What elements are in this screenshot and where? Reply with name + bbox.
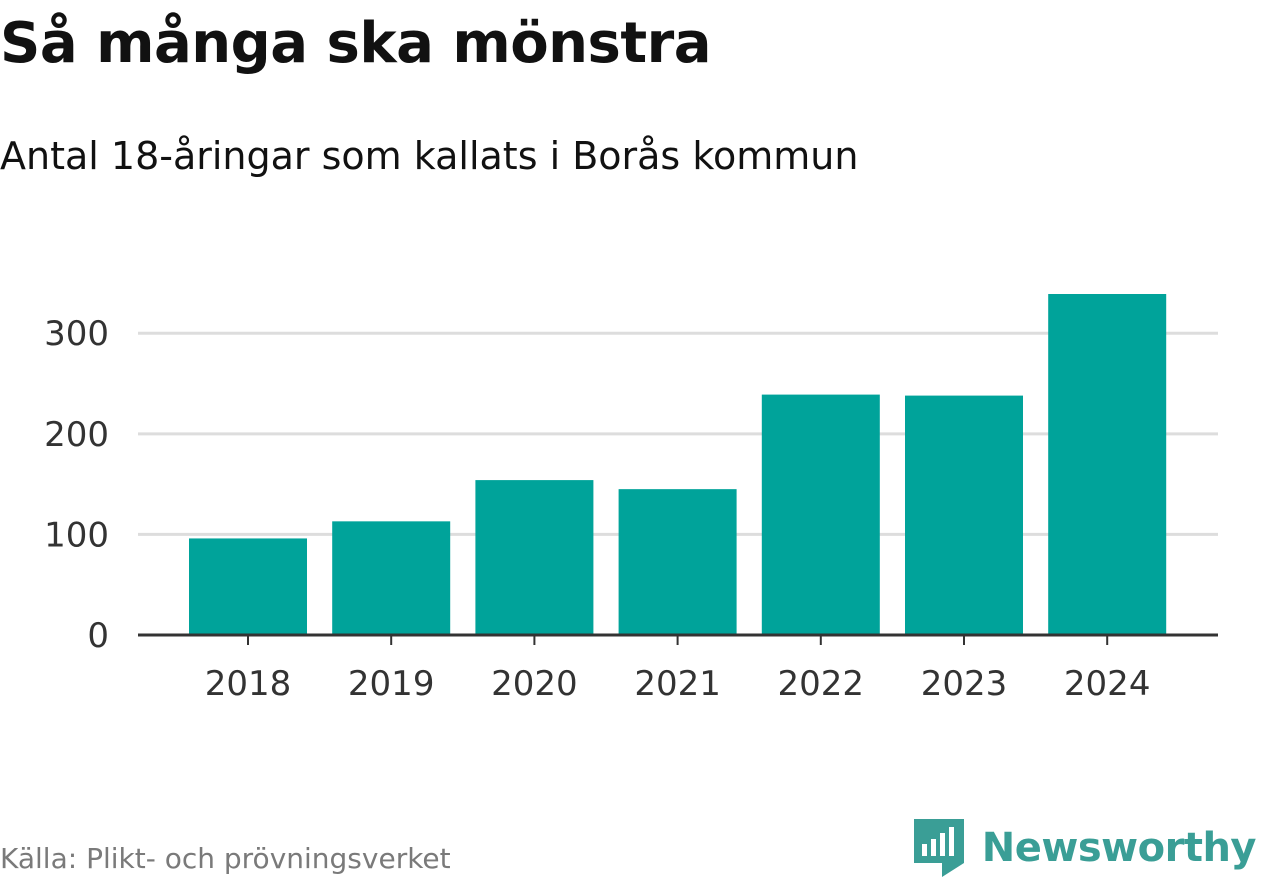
newsworthy-logo-icon (913, 819, 964, 877)
chart-subtitle: Antal 18-åringar som kallats i Borås kom… (0, 134, 859, 178)
bar-2021 (618, 489, 737, 635)
bar-2019 (332, 521, 451, 635)
chart-title: Så många ska mönstra (0, 11, 712, 76)
bar-2022 (761, 394, 880, 635)
bar-2024 (1048, 294, 1167, 635)
y-tick-label: 200 (44, 415, 109, 455)
bar-2023 (905, 395, 1023, 635)
x-tick-label: 2024 (1064, 664, 1151, 704)
x-tick-label: 2018 (205, 664, 292, 704)
x-axis-ticks: 2018 2019 2020 2021 2022 2023 2024 (205, 635, 1151, 704)
x-tick-label: 2022 (778, 664, 865, 704)
brand-name: Newsworthy (981, 825, 1257, 871)
x-tick-label: 2019 (348, 664, 435, 704)
y-axis-ticks: 0 100 200 300 (44, 314, 109, 656)
y-tick-label: 100 (44, 515, 109, 555)
y-tick-label: 0 (87, 616, 109, 656)
x-tick-label: 2023 (921, 664, 1008, 704)
bar-2020 (475, 480, 594, 635)
source-note: Källa: Plikt- och prövningsverket (0, 842, 451, 875)
bar-2018 (189, 538, 307, 635)
y-tick-label: 300 (44, 314, 109, 354)
brand-logo: Newsworthy (913, 819, 1257, 877)
bars (189, 294, 1167, 635)
x-tick-label: 2020 (491, 664, 578, 704)
x-tick-label: 2021 (634, 664, 721, 704)
